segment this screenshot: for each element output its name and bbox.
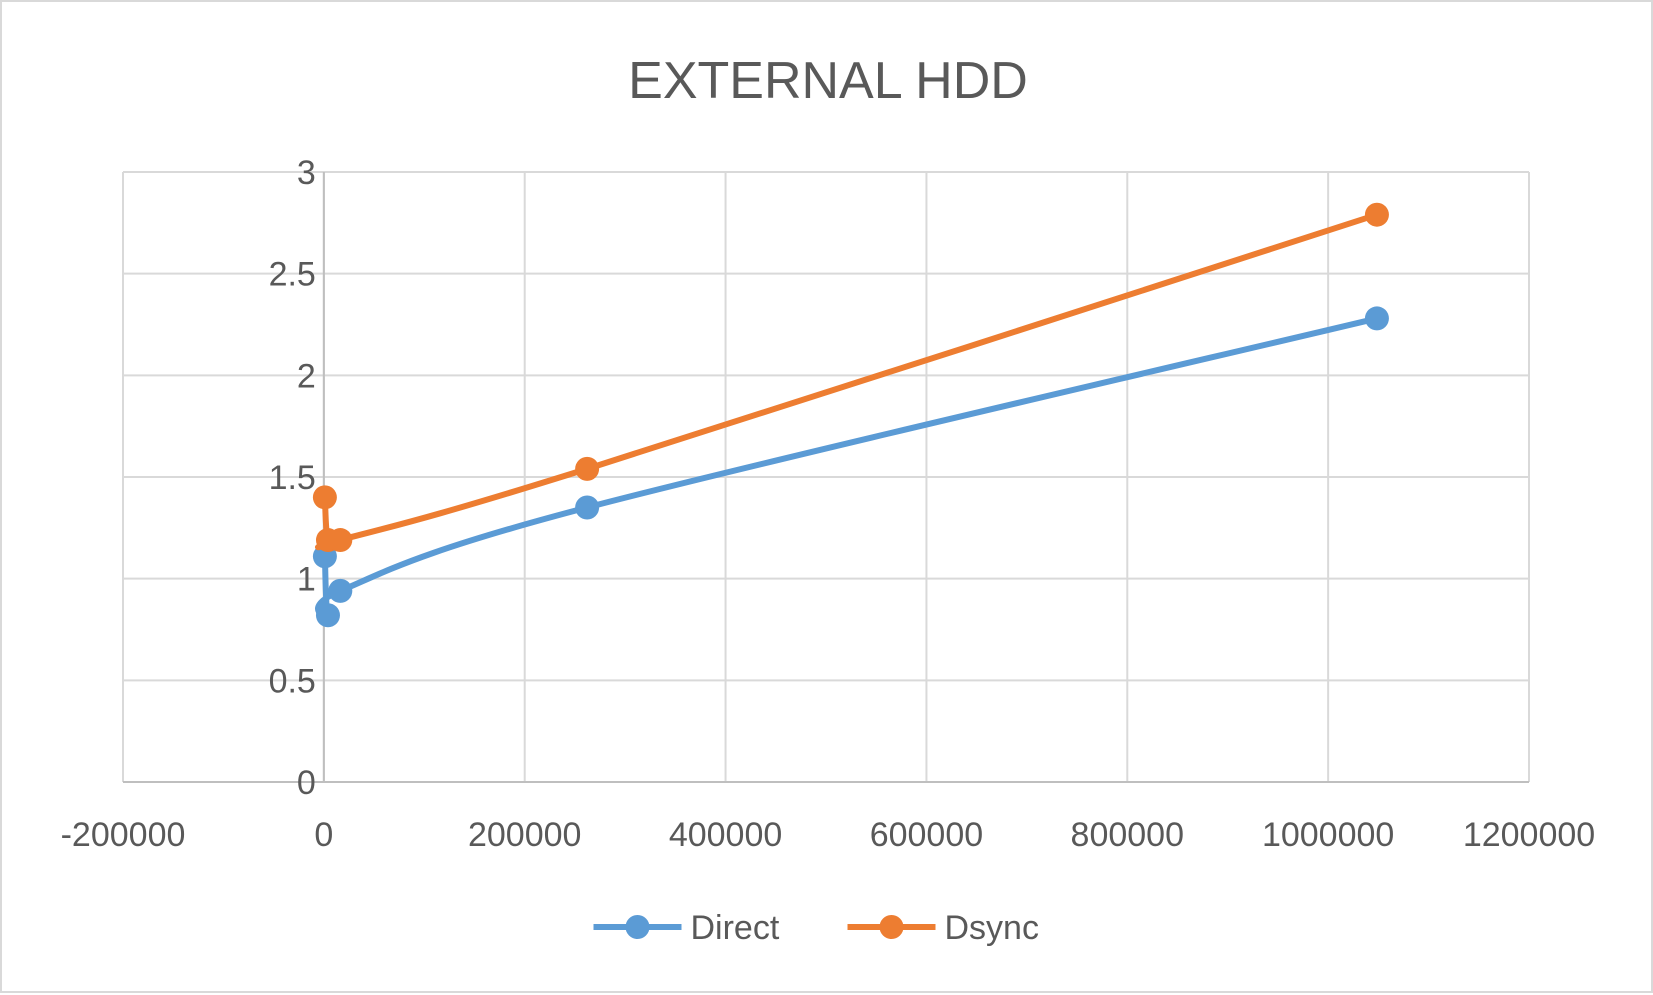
legend-item-direct: Direct: [593, 909, 780, 947]
data-point-direct: [315, 603, 340, 628]
legend-item-dsync: Dsync: [847, 909, 1039, 947]
y-tick-label: 1.5: [269, 459, 316, 497]
legend: Direct Dsync: [593, 909, 1039, 947]
y-tick-label: 2.5: [269, 256, 316, 294]
data-point-direct: [575, 495, 600, 520]
series-dsync: [312, 202, 1389, 553]
x-tick-label: 1000000: [1262, 816, 1394, 854]
data-point-dsync: [328, 528, 353, 553]
legend-swatch-marker: [625, 915, 650, 939]
x-tick-label: 0: [314, 816, 333, 854]
legend-label: Dsync: [945, 909, 1039, 947]
y-tick-label: 1: [297, 561, 316, 599]
x-tick-label: 800000: [1071, 816, 1184, 854]
grid-lines: [122, 171, 1530, 783]
x-tick-label: 600000: [870, 816, 983, 854]
series-line-direct: [315, 315, 1380, 620]
data-point-dsync: [1364, 202, 1389, 227]
chart-title: EXTERNAL HDD: [628, 52, 1028, 110]
legend-swatch-marker: [879, 915, 904, 939]
legend-label: Direct: [691, 909, 780, 947]
series-direct: [312, 306, 1389, 628]
x-tick-label: 200000: [468, 816, 581, 854]
y-tick-label: 0.5: [269, 662, 316, 700]
x-tick-label: -200000: [61, 816, 186, 854]
series-line-dsync: [315, 211, 1380, 551]
y-tick-label: 0: [297, 764, 316, 802]
x-tick-label: 1200000: [1463, 816, 1595, 854]
data-point-dsync: [575, 456, 600, 481]
y-tick-label: 2: [297, 357, 316, 395]
y-tick-label: 3: [297, 154, 316, 192]
data-point-dsync: [312, 485, 337, 510]
series-lines: [312, 202, 1389, 628]
data-point-direct: [1364, 306, 1389, 331]
x-tick-label: 400000: [669, 816, 782, 854]
data-point-direct: [328, 578, 353, 603]
axis-labels: 0 0.5 1 1.5 2 2.5 3 -200000 0 200000 400000 600000 8…: [61, 154, 1596, 854]
